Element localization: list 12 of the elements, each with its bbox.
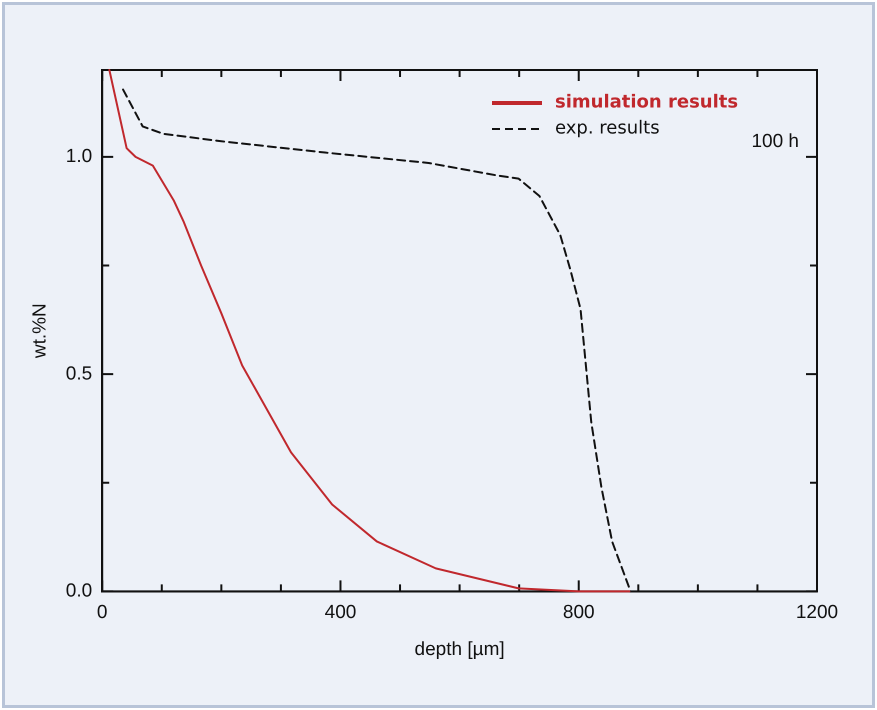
legend-label: exp. results [555,118,660,139]
x-tick-label: 1200 [796,602,838,624]
x-tick-label: 800 [562,602,595,624]
annotation: 100 h [751,131,799,152]
legend-label: simulation results [555,92,738,113]
y-tick-label: 1.0 [66,146,92,168]
x-axis-title: depth [µm] [414,638,505,660]
y-axis-title: wt.%N [30,303,51,360]
y-tick-label: 0.0 [66,580,92,602]
x-tick-label: 0 [96,602,108,624]
x-tick-label: 400 [324,602,356,624]
y-tick-label: 0.5 [66,363,92,384]
